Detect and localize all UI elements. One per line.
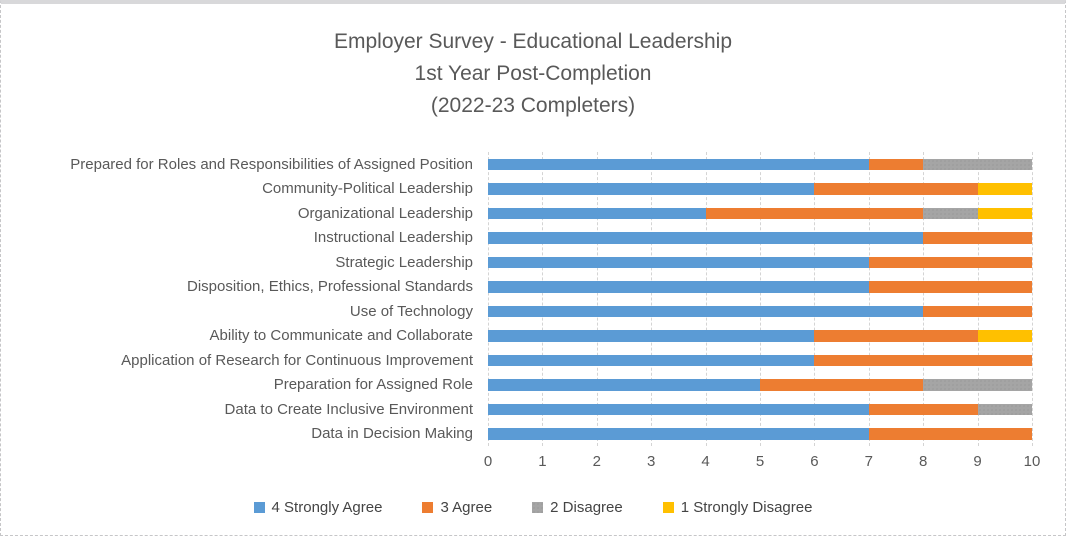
bar-segment	[488, 158, 869, 170]
legend-item: 3 Agree	[422, 499, 492, 516]
bar-segment	[923, 305, 1032, 317]
bar-segment	[923, 207, 978, 219]
legend-swatch-icon	[253, 502, 265, 513]
bar-row	[488, 177, 1032, 202]
legend-swatch-icon	[422, 502, 434, 513]
category-label: Application of Research for Continuous I…	[121, 351, 473, 369]
legend-label: 1 Strongly Disagree	[680, 499, 813, 516]
chart-title-line-1: Employer Survey - Educational Leadership	[333, 30, 733, 53]
x-tick-label: 6	[810, 453, 819, 470]
bar-segment	[923, 158, 1032, 170]
chart-title: Employer Survey - Educational Leadership…	[1, 26, 1065, 122]
gridline	[923, 152, 925, 446]
bar-row	[488, 152, 1032, 177]
bar-segment	[488, 330, 815, 342]
bar-row	[488, 348, 1032, 373]
gridline	[814, 152, 816, 446]
bar-segment	[760, 379, 924, 391]
bar-row	[488, 250, 1032, 275]
bar-segment	[488, 428, 869, 440]
bar-segment	[868, 428, 1032, 440]
gridline	[760, 152, 761, 446]
legend-swatch-icon	[662, 502, 674, 513]
x-tick-label: 1	[538, 453, 547, 470]
bar-segment	[814, 330, 978, 342]
bar-row	[488, 324, 1032, 349]
bar-segment	[488, 232, 924, 244]
bar-row	[488, 373, 1032, 398]
legend-item: 1 Strongly Disagree	[662, 499, 813, 516]
category-axis-labels: Prepared for Roles and Responsibilities …	[1, 152, 481, 446]
category-label: Prepared for Roles and Responsibilities …	[70, 155, 473, 173]
bar-row	[488, 397, 1032, 422]
bar-segment	[814, 183, 978, 195]
x-tick-label: 7	[864, 453, 873, 470]
legend: 4 Strongly Agree 3 Agree 2 Disagree 1 Stron…	[1, 499, 1065, 516]
bar-segment	[814, 354, 1032, 366]
category-label: Use of Technology	[349, 302, 473, 320]
bar-segment	[977, 207, 1032, 219]
legend-label: 3 Agree	[440, 499, 493, 516]
bar-segment	[488, 305, 924, 317]
bar-segment	[977, 183, 1032, 195]
bar-segment	[488, 256, 869, 268]
category-label: Data to Create Inclusive Environment	[224, 400, 473, 418]
x-tick-label: 9	[973, 453, 982, 470]
gridline	[542, 152, 544, 446]
bar-segment	[868, 256, 1032, 268]
plot-area	[488, 152, 1033, 447]
legend-item: 4 Strongly Agree	[253, 499, 383, 516]
x-tick-label: 10	[1023, 453, 1041, 470]
category-label: Disposition, Ethics, Professional Standa…	[187, 278, 473, 296]
bar-row	[488, 422, 1032, 447]
bar-segment	[488, 183, 815, 195]
category-label: Strategic Leadership	[335, 253, 473, 271]
bar-row	[488, 226, 1032, 251]
bar-segment	[868, 403, 978, 415]
legend-label: 2 Disagree	[550, 499, 623, 516]
bar-segment	[488, 403, 869, 415]
x-tick-label: 8	[919, 453, 928, 470]
legend-label: 4 Strongly Agree	[271, 499, 383, 516]
x-axis: 0 1 2 3 4 5 6 7 8 9 10	[484, 453, 1041, 471]
gridline	[596, 152, 598, 446]
x-tick-label: 3	[647, 453, 656, 470]
bar-segment	[868, 158, 924, 170]
legend-item: 2 Disagree	[532, 499, 623, 516]
category-label: Preparation for Assigned Role	[273, 376, 473, 394]
chart-title-line-3: (2022-23 Completers)	[430, 94, 636, 117]
category-label: Community-Political Leadership	[262, 180, 473, 198]
bar-segment	[923, 379, 1032, 391]
gridline	[651, 152, 653, 446]
bar-row	[488, 275, 1032, 300]
category-label: Data in Decision Making	[311, 425, 473, 443]
bar-segment	[977, 330, 1032, 342]
bar-row	[488, 299, 1032, 324]
category-label: Ability to Communicate and Collaborate	[209, 327, 473, 345]
chart-title-line-2: 1st Year Post-Completion	[414, 62, 652, 85]
bar-segment	[488, 281, 869, 293]
category-label: Instructional Leadership	[313, 229, 473, 247]
bar-segment	[868, 281, 1032, 293]
gridline	[868, 152, 870, 446]
gridline	[977, 152, 979, 446]
x-tick-label: 4	[701, 453, 710, 470]
category-label: Organizational Leadership	[297, 204, 473, 222]
bar-segment	[488, 207, 706, 219]
bar-segment	[488, 354, 815, 366]
x-tick-label: 0	[483, 453, 493, 470]
x-tick-label: 2	[592, 453, 601, 470]
gridline	[488, 152, 489, 446]
gridline	[705, 152, 707, 446]
bar-segment	[488, 379, 760, 391]
bar-segment	[705, 207, 924, 219]
bar-row	[488, 201, 1032, 226]
bar-segment	[923, 232, 1032, 244]
legend-swatch-icon	[532, 502, 544, 513]
bar-segment	[977, 403, 1032, 415]
x-tick-label: 5	[755, 453, 765, 470]
gridline	[1032, 152, 1033, 446]
